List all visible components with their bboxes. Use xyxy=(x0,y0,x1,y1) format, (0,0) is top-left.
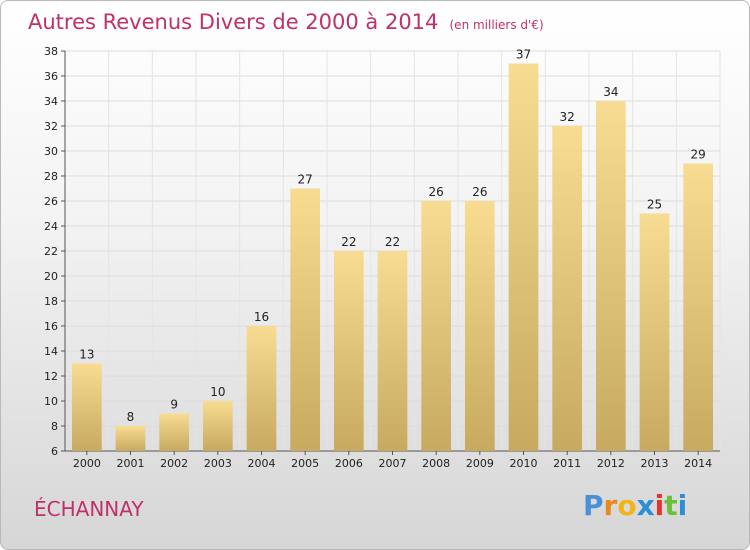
x-tick-label: 2008 xyxy=(422,457,450,470)
bar xyxy=(377,251,408,451)
x-tick-label: 2011 xyxy=(553,457,581,470)
y-tick-label: 38 xyxy=(44,45,58,58)
y-tick-label: 26 xyxy=(44,195,58,208)
bar xyxy=(639,213,670,451)
x-tick-label: 2004 xyxy=(248,457,276,470)
title-main: Autres Revenus Divers de 2000 à 2014 xyxy=(28,10,439,34)
bar xyxy=(115,426,146,451)
logo-letter: i xyxy=(654,489,665,522)
bar xyxy=(246,326,277,451)
logo-letter: t xyxy=(664,489,678,522)
bar xyxy=(683,163,714,451)
y-tick-label: 12 xyxy=(44,370,58,383)
x-tick-label: 2001 xyxy=(117,457,145,470)
logo-letter: i xyxy=(677,489,688,522)
y-tick-label: 6 xyxy=(51,445,58,458)
x-tick-label: 2003 xyxy=(204,457,232,470)
data-label: 8 xyxy=(127,410,135,424)
y-tick-label: 14 xyxy=(44,345,58,358)
bar xyxy=(333,251,364,451)
x-tick-label: 2009 xyxy=(466,457,494,470)
bar xyxy=(202,401,233,451)
data-label: 10 xyxy=(210,385,225,399)
data-label: 37 xyxy=(516,48,531,62)
data-label: 13 xyxy=(79,348,94,362)
x-tick-label: 2014 xyxy=(684,457,712,470)
bar xyxy=(552,126,583,451)
x-tick-label: 2005 xyxy=(291,457,319,470)
x-tick-label: 2007 xyxy=(379,457,407,470)
y-tick-label: 8 xyxy=(51,420,58,433)
data-label: 34 xyxy=(603,85,618,99)
bar xyxy=(595,101,626,451)
data-label: 25 xyxy=(647,198,662,212)
bar xyxy=(71,363,102,451)
bar xyxy=(290,188,321,451)
bar xyxy=(464,201,495,451)
y-tick-label: 16 xyxy=(44,320,58,333)
data-label: 16 xyxy=(254,310,269,324)
bars xyxy=(71,63,714,451)
title-unit: (en milliers d'€) xyxy=(449,18,544,32)
y-tick-label: 10 xyxy=(44,395,58,408)
bar xyxy=(508,63,539,451)
data-label: 26 xyxy=(429,185,444,199)
x-tick-label: 2000 xyxy=(73,457,101,470)
data-label: 27 xyxy=(298,173,313,187)
x-tick-label: 2012 xyxy=(597,457,625,470)
y-tick-label: 18 xyxy=(44,295,58,308)
location-name: ÉCHANNAY xyxy=(34,497,144,521)
logo-letter: o xyxy=(617,489,637,522)
data-label: 32 xyxy=(560,110,575,124)
x-tick-label: 2010 xyxy=(510,457,538,470)
x-tick-label: 2002 xyxy=(160,457,188,470)
x-tick-label: 2013 xyxy=(641,457,669,470)
y-tick-label: 24 xyxy=(44,220,58,233)
logo-letter: x xyxy=(636,489,655,522)
logo-letter: P xyxy=(583,489,604,522)
y-tick-label: 30 xyxy=(44,145,58,158)
data-label: 22 xyxy=(341,235,356,249)
bar xyxy=(421,201,452,451)
value-labels: 13 8 9 10 16 27 22 22 26 26 37 32 34 25 29 xyxy=(79,48,706,425)
data-label: 22 xyxy=(385,235,400,249)
y-tick-label: 36 xyxy=(44,70,58,83)
y-tick-label: 20 xyxy=(44,270,58,283)
y-tick-label: 22 xyxy=(44,245,58,258)
chart-title: Autres Revenus Divers de 2000 à 2014 (en… xyxy=(28,10,544,34)
logo-letter: r xyxy=(603,489,618,522)
data-label: 9 xyxy=(170,398,178,412)
y-tick-label: 32 xyxy=(44,120,58,133)
proxiti-logo: Proxiti xyxy=(583,489,687,522)
data-label: 26 xyxy=(472,185,487,199)
y-tick-label: 34 xyxy=(44,95,58,108)
data-label: 29 xyxy=(691,148,706,162)
bar xyxy=(159,413,190,451)
axes: 6 8 10 12 14 16 18 20 22 24 26 28 30 32 34 36 38 2000 2001… xyxy=(44,45,720,470)
x-tick-label: 2006 xyxy=(335,457,363,470)
y-tick-label: 28 xyxy=(44,170,58,183)
